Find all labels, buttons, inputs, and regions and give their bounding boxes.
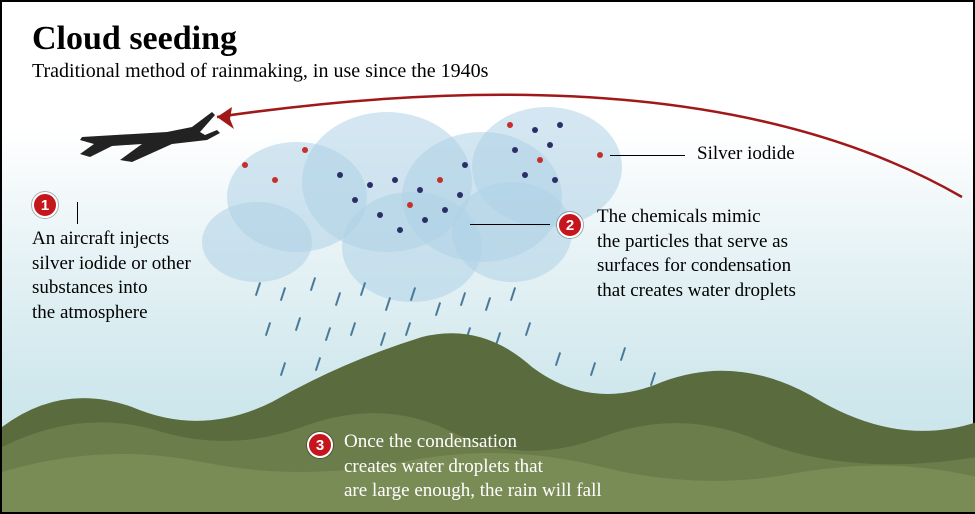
particle-dot [422,217,428,223]
airplane-icon [72,102,222,172]
particle-dot [442,207,448,213]
page-title: Cloud seeding [32,20,488,58]
particle-dot [397,227,403,233]
step-number: 3 [316,437,324,454]
step-caption-1: An aircraft injects silver iodide or oth… [32,227,191,326]
particle-dot [377,212,383,218]
step-badge-1: 1 [32,192,58,218]
page-subtitle: Traditional method of rainmaking, in use… [32,60,488,83]
step-number: 2 [566,217,574,234]
leader-line [610,155,685,156]
silver-iodide-label: Silver iodide [697,143,795,165]
leader-line [470,224,550,225]
leader-line [77,202,78,224]
step-badge-3: 3 [307,432,333,458]
step-caption-2: The chemicals mimic the particles that s… [597,205,796,304]
step-number: 1 [41,197,49,214]
step-caption-3: Once the condensation creates water drop… [344,430,602,504]
header: Cloud seeding Traditional method of rain… [32,20,488,83]
step-badge-2: 2 [557,212,583,238]
cloud [202,202,312,282]
flight-arc-arrow [202,87,972,207]
